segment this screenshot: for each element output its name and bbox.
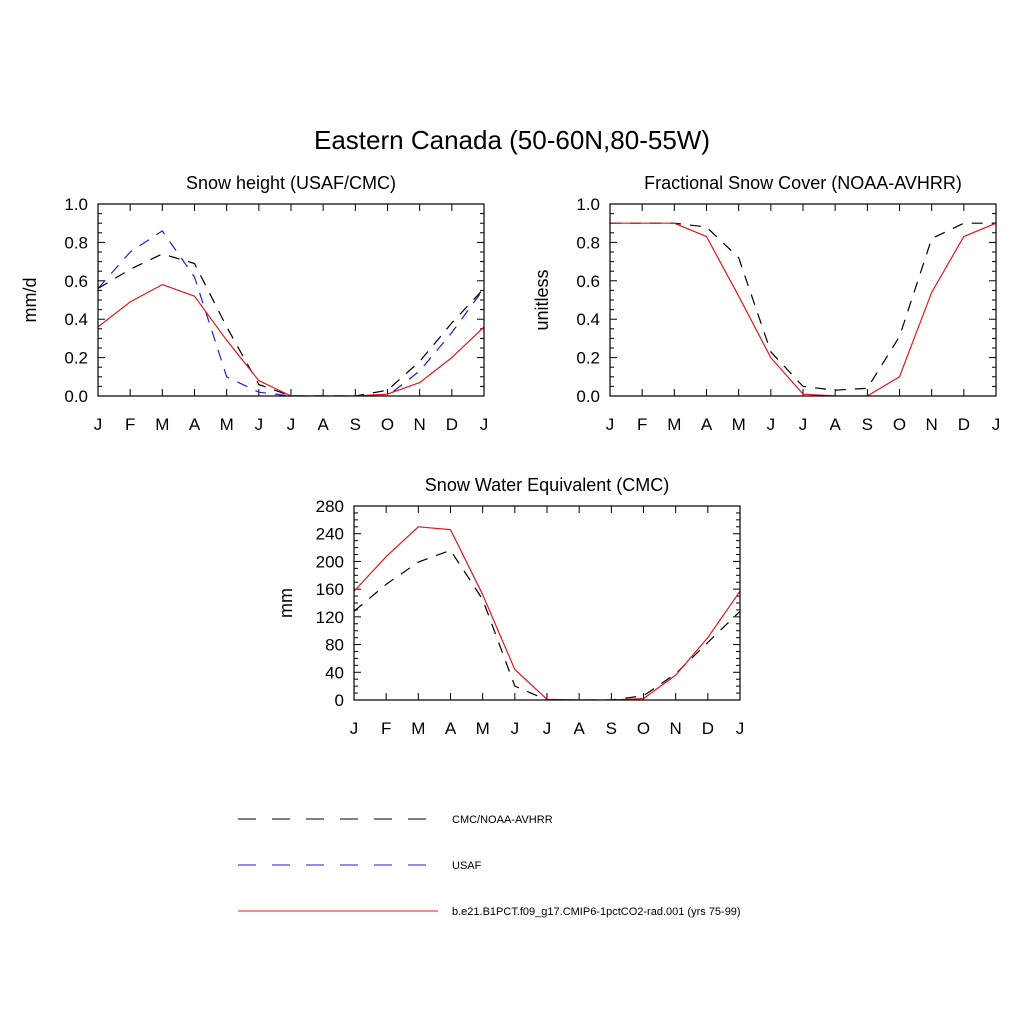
x-tick-label: S [862,415,873,434]
y-tick-label: 0.2 [64,349,88,368]
y-axis-label: unitless [532,269,552,330]
x-tick-label: O [381,415,394,434]
legend-item: CMC/NOAA-AVHRR [238,814,553,826]
x-tick-label: S [606,719,617,738]
x-tick-label: M [411,719,425,738]
legend-label: b.e21.B1PCT.f09_g17.CMIP6-1pctCO2-rad.00… [452,906,741,918]
series-line-b-e21-b1pct-f09-g17-cmip6-1pct [98,284,484,396]
y-tick-label: 0.2 [576,349,600,368]
x-tick-label: A [701,415,713,434]
y-tick-label: 0.0 [576,387,600,406]
y-tick-label: 0.4 [64,310,88,329]
y-tick-label: 0.6 [576,272,600,291]
legend-label: CMC/NOAA-AVHRR [452,814,553,826]
figure-title: Eastern Canada (50-60N,80-55W) [314,125,710,155]
x-tick-label: J [480,415,489,434]
x-tick-label: A [189,415,201,434]
panel-title: Snow height (USAF/CMC) [186,173,396,193]
legend-item: b.e21.B1PCT.f09_g17.CMIP6-1pctCO2-rad.00… [238,906,741,918]
panel-title: Snow Water Equivalent (CMC) [425,475,669,495]
legend: CMC/NOAA-AVHRR USAF b.e21.B1PCT.f09_g17.CM… [238,814,741,918]
y-tick-label: 0.8 [576,233,600,252]
chart-panels: Snow height (USAF/CMC) mm/d 0.0 0.2 0.4 0.6 0.… [20,173,1000,738]
x-tick-label: D [958,415,970,434]
x-tick-label: N [670,719,682,738]
x-tick-label: D [702,719,714,738]
series-line-usaf [98,230,484,396]
panel-title: Fractional Snow Cover (NOAA-AVHRR) [644,173,962,193]
y-tick-label: 200 [316,552,344,571]
y-tick-label: 280 [316,497,344,516]
x-tick-label: M [476,719,490,738]
x-tick-label: N [414,415,426,434]
series-line-b-e21-b1pct-f09-g17-cmip6-1pct [610,222,996,396]
x-tick-label: A [829,415,841,434]
y-tick-label: 80 [325,636,344,655]
y-tick-label: 120 [316,608,344,627]
x-tick-label: J [543,719,552,738]
chart-panel-3: Snow Water Equivalent (CMC) mm 0 40 80 120 160… [276,475,744,738]
series-line-cmc-noaa-avhrr [98,253,484,396]
chart-panel-2: Fractional Snow Cover (NOAA-AVHRR) unitle… [532,173,1000,434]
x-tick-label: J [799,415,808,434]
y-tick-label: 240 [316,525,344,544]
y-tick-label: 0.4 [576,310,600,329]
x-tick-label: J [606,415,615,434]
x-tick-label: F [125,415,135,434]
y-tick-label: 0 [335,691,344,710]
y-tick-label: 0.8 [64,233,88,252]
x-tick-label: F [381,719,391,738]
x-tick-label: N [926,415,938,434]
chart-panel-1: Snow height (USAF/CMC) mm/d 0.0 0.2 0.4 0.6 0.… [20,173,488,434]
x-tick-label: J [736,719,745,738]
x-tick-label: J [511,719,520,738]
x-tick-label: O [893,415,906,434]
y-tick-label: 0.6 [64,272,88,291]
y-axis-label: mm [276,588,296,618]
x-tick-label: D [446,415,458,434]
y-tick-label: 160 [316,580,344,599]
x-tick-label: M [667,415,681,434]
y-tick-label: 1.0 [576,195,600,214]
x-tick-label: A [445,719,457,738]
x-tick-label: M [732,415,746,434]
legend-label: USAF [452,860,482,872]
x-tick-label: J [255,415,264,434]
series-line-b-e21-b1pct-f09-g17-cmip6-1pct [354,526,740,700]
plot-frame [353,505,741,701]
series-line-cmc-noaa-avhrr [610,222,996,391]
x-tick-label: J [350,719,359,738]
x-tick-label: F [637,415,647,434]
y-axis-label: mm/d [20,278,40,323]
plot-frame [97,203,485,397]
x-tick-label: A [317,415,329,434]
y-tick-label: 40 [325,663,344,682]
x-tick-label: M [155,415,169,434]
y-tick-label: 1.0 [64,195,88,214]
x-tick-label: J [767,415,776,434]
x-tick-label: A [573,719,585,738]
legend-item: USAF [238,860,482,872]
x-tick-label: J [287,415,296,434]
x-tick-label: O [637,719,650,738]
series-line-cmc-noaa-avhrr [354,549,740,700]
x-tick-label: S [350,415,361,434]
y-tick-label: 0.0 [64,387,88,406]
x-tick-label: J [992,415,1001,434]
plot-frame [609,203,997,397]
x-tick-label: M [220,415,234,434]
x-tick-label: J [94,415,103,434]
